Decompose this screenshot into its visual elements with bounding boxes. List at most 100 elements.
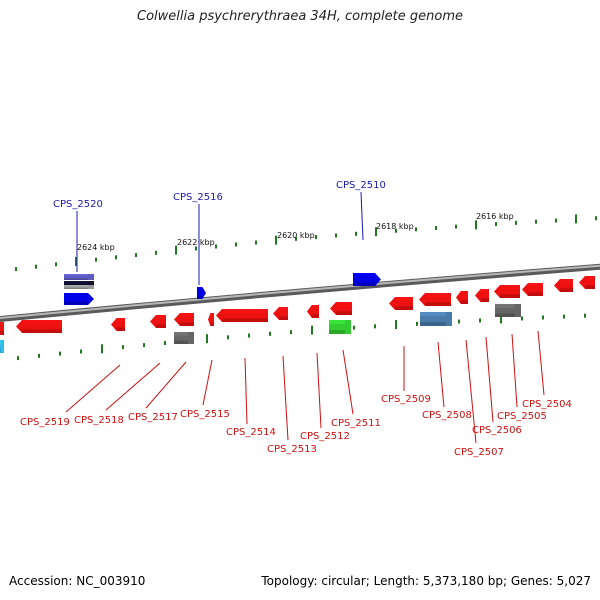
forward-gene — [64, 281, 94, 285]
leader-line — [65, 364, 121, 413]
reverse-gene-shadow — [222, 318, 268, 322]
reverse-gene-body — [522, 283, 543, 296]
leader-line — [537, 330, 545, 396]
forward-gene-highlight — [197, 287, 203, 291]
rna-gene — [329, 320, 351, 334]
gene-label-bottom[interactable]: CPS_2506 — [472, 425, 522, 436]
forward-gene-body — [64, 274, 94, 280]
pseudo-gene — [174, 332, 194, 344]
reverse-gene — [419, 293, 451, 306]
reverse-gene-highlight — [180, 313, 194, 317]
pseudo-gene-shadow — [495, 313, 515, 317]
gene-label-bottom[interactable]: CPS_2517 — [128, 412, 178, 423]
reverse-gene — [522, 283, 543, 296]
reverse-gene-body — [456, 291, 468, 304]
reverse-gene-body — [389, 297, 413, 310]
reverse-gene — [216, 309, 268, 322]
gene-label-bottom[interactable]: CPS_2508 — [422, 410, 472, 421]
gene-label-bottom[interactable]: CPS_2505 — [497, 411, 547, 422]
gene-label-bottom[interactable]: CPS_2514 — [226, 427, 276, 438]
gene-label-bottom[interactable]: CPS_2511 — [331, 418, 381, 429]
reverse-gene-shadow — [0, 331, 5, 335]
reverse-gene — [150, 315, 166, 328]
forward-gene-highlight — [353, 273, 375, 277]
reverse-gene-shadow — [425, 302, 451, 306]
reverse-gene-highlight — [480, 289, 489, 293]
leader-line — [282, 355, 289, 441]
pseudo-gene-shadow — [174, 340, 188, 344]
reverse-gene-body — [307, 305, 319, 318]
reverse-gene-body — [330, 302, 352, 315]
forward-gene-body — [353, 273, 381, 286]
reverse-gene-body — [273, 307, 288, 320]
leader-line — [316, 352, 322, 429]
reverse-gene — [174, 313, 194, 326]
gene-label-bottom[interactable]: CPS_2519 — [20, 417, 70, 428]
reverse-gene-body — [16, 320, 62, 333]
inner-tick-track — [17, 313, 586, 361]
reverse-gene — [579, 276, 595, 289]
gene-label-top[interactable]: CPS_2520 — [53, 199, 103, 210]
reverse-gene — [273, 307, 288, 320]
other-gene-highlight — [0, 340, 1, 344]
forward-gene-body — [197, 287, 206, 299]
outer-tick-track — [15, 214, 597, 272]
forward-gene-shadow — [64, 278, 88, 280]
reverse-gene-shadow — [311, 314, 319, 318]
gene-label-bottom[interactable]: CPS_2507 — [454, 447, 504, 458]
leader-line — [511, 333, 518, 408]
gene-label-top[interactable]: CPS_2516 — [173, 192, 223, 203]
reverse-gene-shadow — [480, 298, 489, 302]
rna-gene-shadow — [329, 330, 345, 334]
gene-label-bottom[interactable]: CPS_2512 — [300, 431, 350, 442]
gene-label-bottom[interactable]: CPS_2509 — [381, 394, 431, 405]
reverse-gene-shadow — [528, 292, 543, 296]
genome-summary: Topology: circular; Length: 5,373,180 bp… — [261, 574, 591, 588]
reverse-gene — [0, 322, 5, 335]
reverse-gene-body — [419, 293, 451, 306]
reverse-gene-shadow — [116, 327, 125, 331]
reverse-gene-highlight — [0, 322, 5, 326]
reverse-gene-highlight — [22, 320, 62, 324]
gene-label-top[interactable]: CPS_2510 — [336, 180, 386, 191]
reverse-gene-highlight — [311, 305, 319, 309]
forward-gene — [197, 287, 206, 299]
reverse-gene — [494, 285, 520, 298]
reverse-gene-highlight — [425, 293, 451, 297]
pseudo-gene-body — [174, 332, 194, 344]
reverse-gene — [111, 318, 125, 331]
kbp-label: 2620 kbp — [277, 231, 315, 240]
accession-text: Accession: NC_003910 — [9, 574, 146, 588]
forward-gene-highlight — [64, 281, 88, 283]
reverse-gene-body — [554, 279, 573, 292]
forward-gene-shadow — [64, 301, 88, 305]
genome-backbone-highlight — [0, 264, 600, 320]
gene-label-bottom[interactable]: CPS_2513 — [267, 444, 317, 455]
other-gene-body — [0, 340, 4, 353]
reverse-gene-shadow — [336, 311, 352, 315]
reverse-gene-highlight — [500, 285, 520, 289]
reverse-gene-highlight — [336, 302, 352, 306]
reverse-gene-highlight — [560, 279, 573, 283]
forward-gene — [64, 274, 94, 280]
reverse-gene-shadow — [22, 329, 62, 333]
forward-gene-shadow — [353, 282, 375, 286]
gene-label-bottom[interactable]: CPS_2515 — [180, 409, 230, 420]
reverse-gene-body — [494, 285, 520, 298]
gene-label-bottom[interactable]: CPS_2504 — [522, 399, 572, 410]
gene-label-bottom[interactable]: CPS_2518 — [74, 415, 124, 426]
kbp-label: 2622 kbp — [177, 238, 215, 247]
reverse-gene — [330, 302, 352, 315]
forward-gene-highlight — [64, 285, 88, 287]
forward-gene-shadow — [64, 287, 88, 289]
leader-line — [202, 359, 213, 406]
reverse-gene-body — [475, 289, 489, 302]
leader-line — [244, 357, 248, 425]
rna-gene-highlight — [329, 320, 345, 325]
forward-gene — [353, 273, 381, 286]
reverse-gene — [554, 279, 573, 292]
pseudo-gene-highlight — [174, 332, 188, 336]
forward-gene — [64, 285, 94, 289]
reverse-gene-body — [0, 322, 4, 335]
